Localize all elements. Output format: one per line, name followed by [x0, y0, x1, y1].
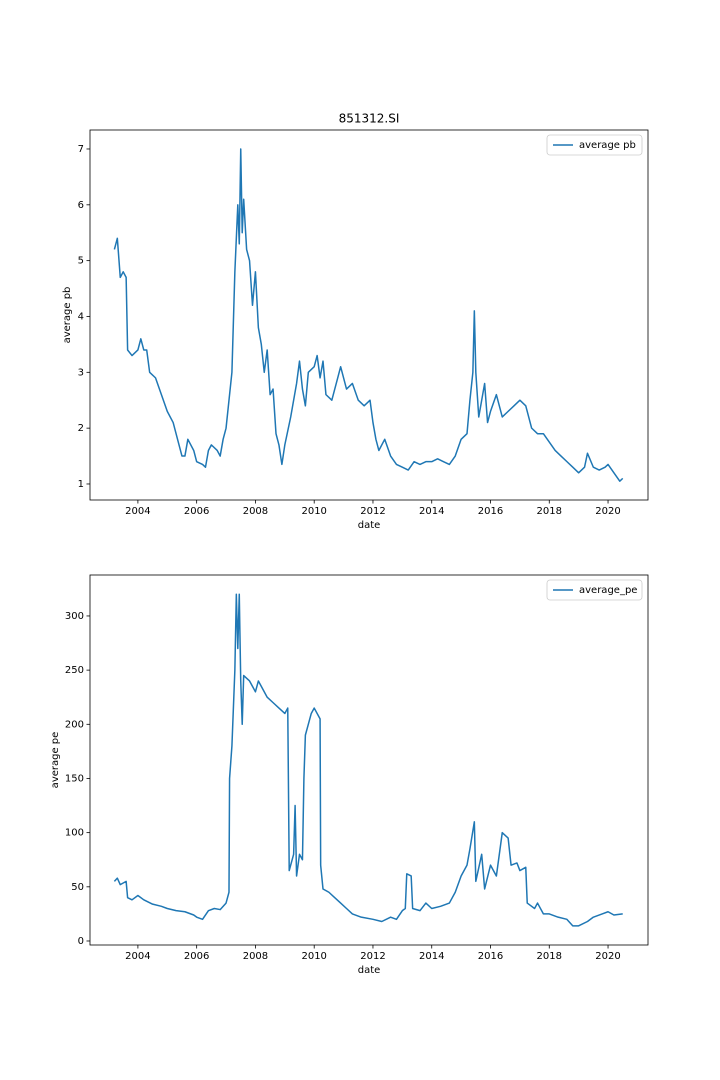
y-tick-label: 5 [78, 256, 84, 267]
y-tick-label: 7 [78, 144, 84, 155]
y-tick-label: 100 [65, 828, 84, 839]
x-tick-label: 2008 [243, 506, 268, 517]
legend-label: average_pe [579, 585, 637, 596]
data-line [113, 593, 623, 927]
legend-box [546, 579, 643, 601]
x-tick-label: 2004 [125, 951, 150, 962]
y-tick-label: 0 [78, 936, 84, 947]
y-tick-label: 250 [65, 665, 84, 676]
y-tick-label: 2 [78, 423, 84, 434]
x-tick-label: 2010 [301, 951, 326, 962]
legend-label: average pb [579, 140, 636, 151]
x-tick-label: 2016 [478, 506, 503, 517]
y-tick-label: 200 [65, 719, 84, 730]
y-tick-label: 50 [71, 882, 84, 893]
x-tick-label: 2020 [595, 951, 620, 962]
x-tick-label: 2004 [125, 506, 150, 517]
x-tick-label: 2018 [537, 951, 562, 962]
x-tick-label: 2010 [301, 506, 326, 517]
x-tick-label: 2014 [419, 951, 444, 962]
x-tick-label: 2006 [184, 951, 209, 962]
y-tick-label: 6 [78, 200, 84, 211]
x-tick-label: 2020 [595, 506, 620, 517]
x-axis-label: date [358, 965, 381, 976]
x-tick-label: 2014 [419, 506, 444, 517]
x-axis-label: date [358, 520, 381, 531]
x-tick-label: 2012 [360, 951, 385, 962]
x-tick-label: 2016 [478, 951, 503, 962]
y-axis-label: average pb [62, 287, 73, 344]
plot-frame [89, 129, 649, 501]
y-tick-label: 300 [65, 611, 84, 622]
y-tick-label: 4 [78, 311, 84, 322]
y-tick-label: 1 [78, 479, 84, 490]
chart: 2004 2006 2008 2010 2012 2014 2016 2018 2020 1 2 3 4… [62, 112, 649, 531]
legend-box [546, 134, 643, 156]
x-tick-label: 2018 [537, 506, 562, 517]
plot-frame [89, 574, 649, 946]
data-line [113, 148, 624, 482]
x-tick-label: 2008 [243, 951, 268, 962]
y-axis-label: average pe [50, 732, 61, 789]
chart: 2004 2006 2008 2010 2012 2014 2016 2018 2020 0 50 1… [50, 574, 649, 976]
y-tick-label: 150 [65, 773, 84, 784]
x-tick-label: 2012 [360, 506, 385, 517]
x-tick-label: 2006 [184, 506, 209, 517]
y-tick-label: 3 [78, 367, 84, 378]
chart-title: 851312.SI [339, 112, 400, 126]
